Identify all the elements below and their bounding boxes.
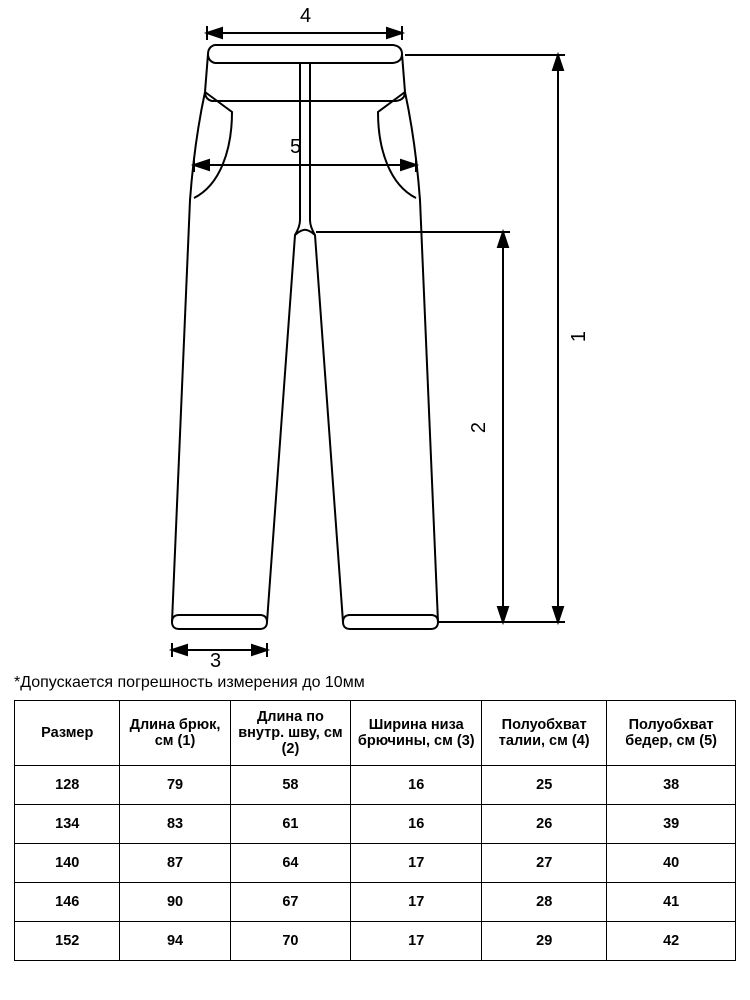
size-table: Размер Длина брюк, см (1) Длина по внутр… xyxy=(14,700,736,961)
table-cell: 16 xyxy=(351,766,482,805)
table-cell: 79 xyxy=(120,766,230,805)
col-header: Ширина низа брючины, см (3) xyxy=(351,701,482,766)
pants-svg xyxy=(0,0,750,670)
table-header-row: Размер Длина брюк, см (1) Длина по внутр… xyxy=(15,701,736,766)
table-row: 1408764172740 xyxy=(15,844,736,883)
table-row: 1469067172841 xyxy=(15,883,736,922)
table-cell: 17 xyxy=(351,844,482,883)
table-cell: 17 xyxy=(351,883,482,922)
table-row: 1348361162639 xyxy=(15,805,736,844)
table-cell: 140 xyxy=(15,844,120,883)
table-cell: 64 xyxy=(230,844,351,883)
dim-label-4: 4 xyxy=(300,5,311,28)
table-cell: 28 xyxy=(482,883,607,922)
table-cell: 27 xyxy=(482,844,607,883)
table-cell: 38 xyxy=(607,766,736,805)
col-header: Полуобхват бедер, см (5) xyxy=(607,701,736,766)
dim-label-5: 5 xyxy=(290,136,301,159)
table-cell: 58 xyxy=(230,766,351,805)
pants-diagram: 4 5 3 1 2 xyxy=(0,0,750,670)
col-header: Длина брюк, см (1) xyxy=(120,701,230,766)
table-cell: 40 xyxy=(607,844,736,883)
table-cell: 83 xyxy=(120,805,230,844)
table-cell: 146 xyxy=(15,883,120,922)
table-cell: 67 xyxy=(230,883,351,922)
table-cell: 128 xyxy=(15,766,120,805)
table-row: 1287958162538 xyxy=(15,766,736,805)
table-cell: 26 xyxy=(482,805,607,844)
table-cell: 70 xyxy=(230,922,351,961)
table-cell: 16 xyxy=(351,805,482,844)
table-cell: 25 xyxy=(482,766,607,805)
col-header: Длина по внутр. шву, см (2) xyxy=(230,701,351,766)
dim-label-2: 2 xyxy=(468,422,491,433)
col-header: Размер xyxy=(15,701,120,766)
col-header: Полуобхват талии, см (4) xyxy=(482,701,607,766)
table-cell: 39 xyxy=(607,805,736,844)
table-row: 1529470172942 xyxy=(15,922,736,961)
dim-label-3: 3 xyxy=(210,650,221,673)
table-cell: 42 xyxy=(607,922,736,961)
tolerance-note: *Допускается погрешность измерения до 10… xyxy=(14,674,750,692)
dim-label-1: 1 xyxy=(568,331,591,342)
table-cell: 90 xyxy=(120,883,230,922)
table-cell: 17 xyxy=(351,922,482,961)
table-cell: 152 xyxy=(15,922,120,961)
table-cell: 94 xyxy=(120,922,230,961)
table-cell: 41 xyxy=(607,883,736,922)
table-cell: 29 xyxy=(482,922,607,961)
table-cell: 61 xyxy=(230,805,351,844)
table-cell: 134 xyxy=(15,805,120,844)
table-cell: 87 xyxy=(120,844,230,883)
